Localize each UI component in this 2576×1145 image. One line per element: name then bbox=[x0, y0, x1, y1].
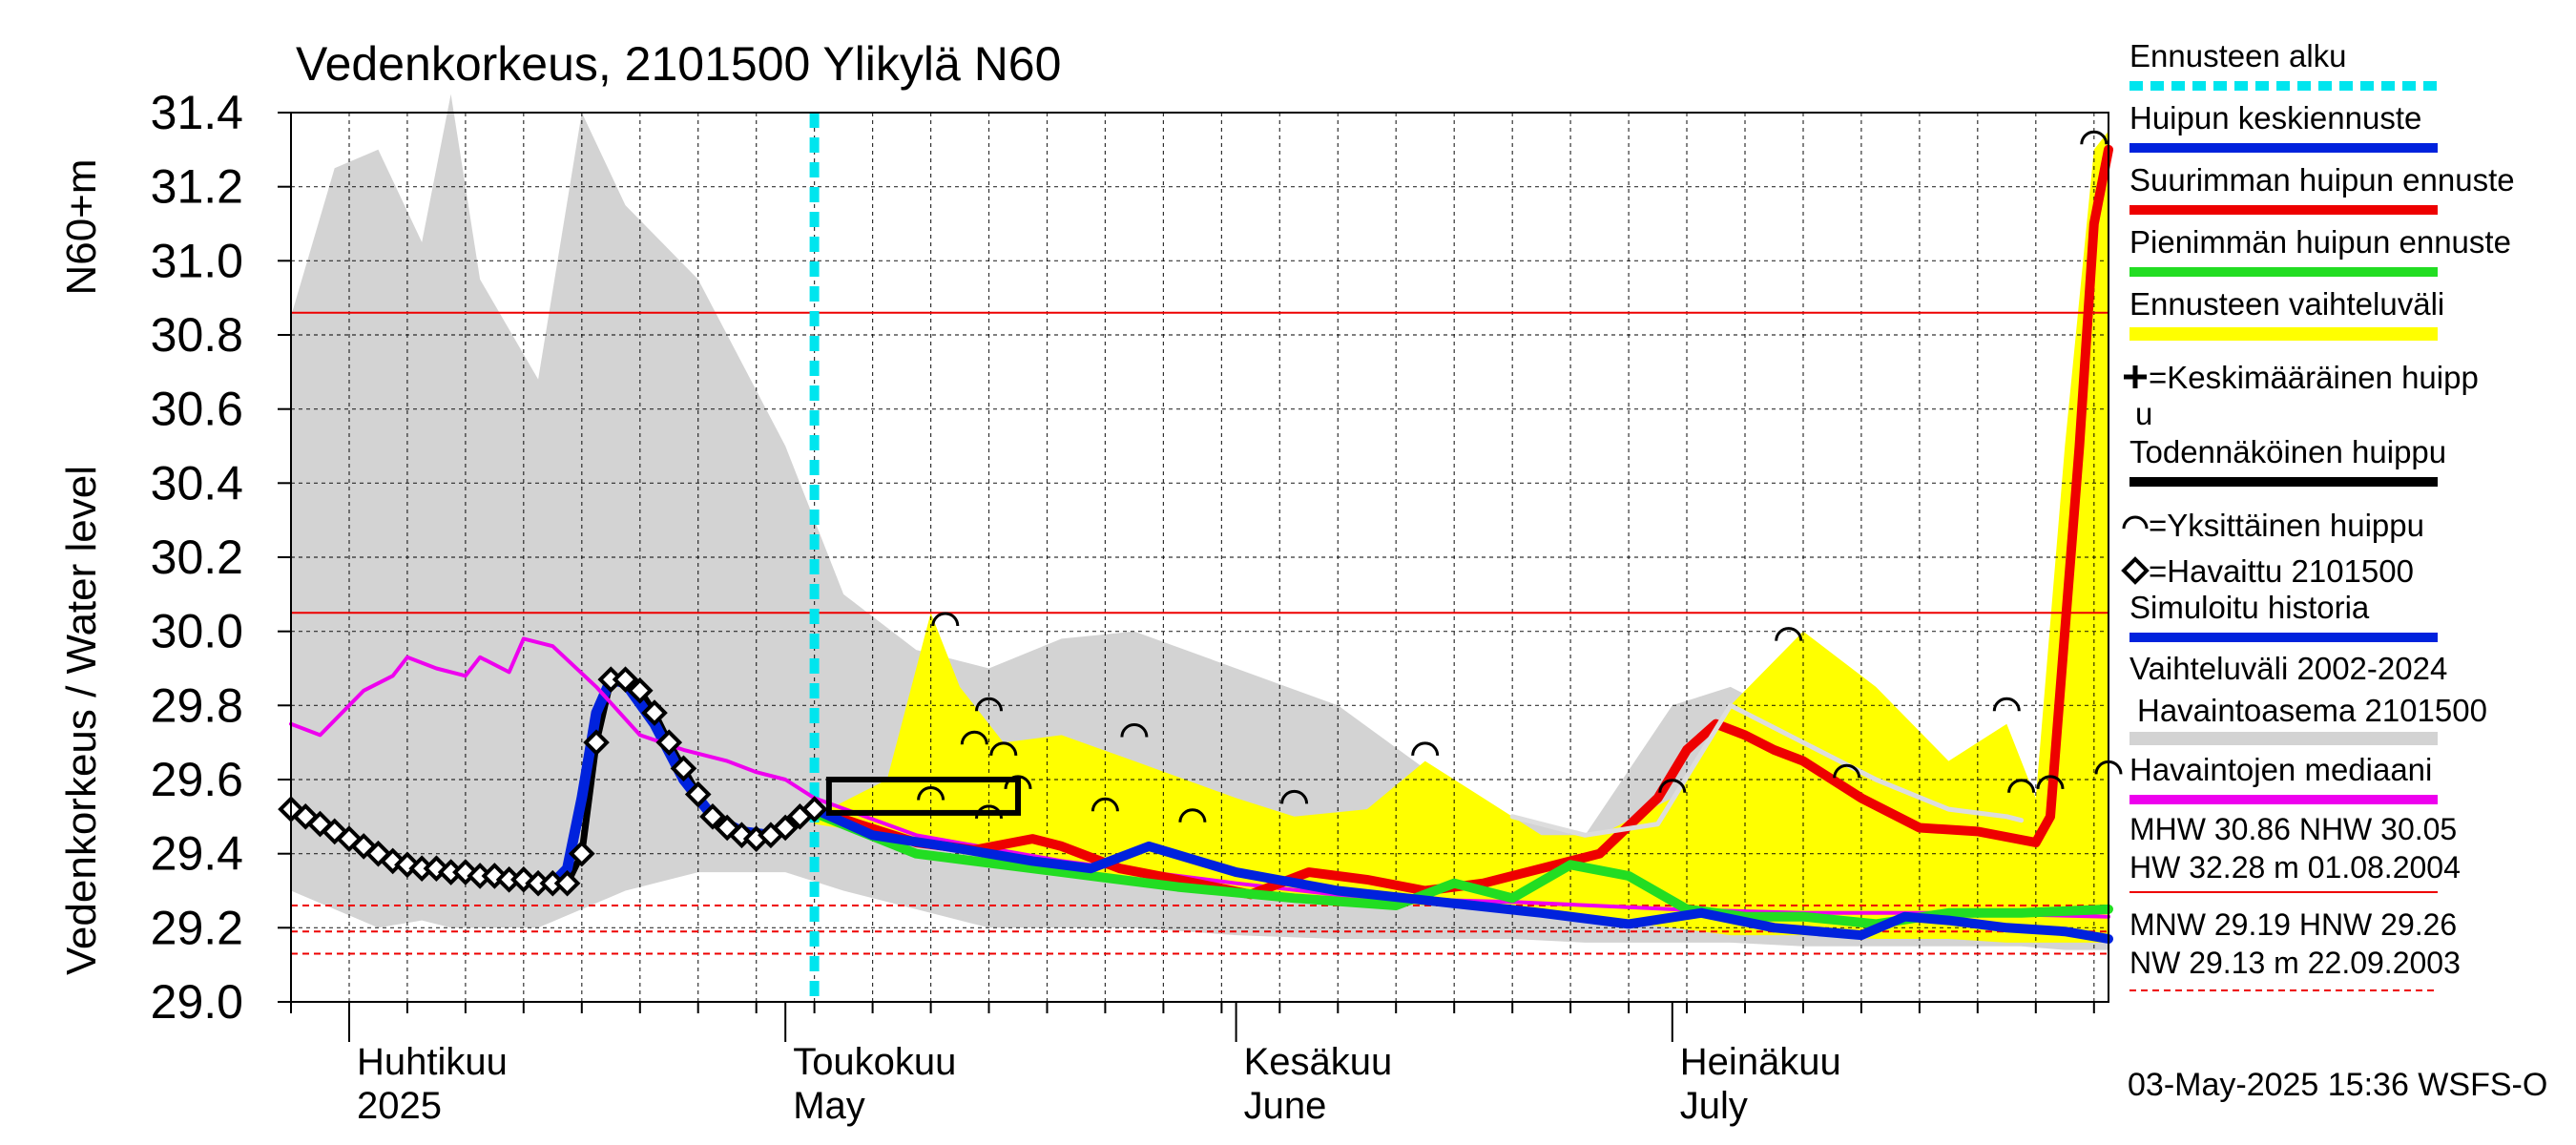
y-axis: 29.0 29.2 29.4 29.6 29.8 30.0 30.2 30.4 30.6 30.8… bbox=[151, 86, 291, 1029]
individual-peak-marker bbox=[2007, 779, 2036, 793]
stats-line: NW 29.13 m 22.09.2003 bbox=[2129, 946, 2461, 980]
y-tick-label: 29.6 bbox=[151, 753, 243, 806]
observed-point-marker bbox=[800, 796, 828, 822]
forecast-band-layer bbox=[814, 131, 2109, 943]
individual-peak-marker bbox=[1658, 779, 1687, 793]
history-range-band bbox=[291, 94, 2109, 950]
individual-peak-marker bbox=[975, 804, 1003, 820]
x-month-label-secondary: July bbox=[1680, 1085, 1748, 1127]
y-tick-label: 31.0 bbox=[151, 234, 243, 287]
reference-lines bbox=[291, 113, 2109, 1002]
observed-point-marker bbox=[626, 677, 654, 704]
y-tick-label: 30.2 bbox=[151, 531, 243, 584]
series-ennusteen-vaihteluv-li-median bbox=[1509, 702, 2025, 838]
individual-peak-marker bbox=[1775, 627, 1803, 641]
observed-point-marker bbox=[772, 814, 799, 842]
individual-peak-marker bbox=[2036, 775, 2065, 790]
observed-point-marker bbox=[684, 781, 712, 808]
individual-peak-marker bbox=[975, 697, 1003, 712]
individual-peak-marker bbox=[1992, 697, 2021, 712]
individual-peak-marker bbox=[931, 612, 960, 627]
history-band-layer bbox=[291, 94, 2109, 950]
legend-label: =Havaittu 2101500 bbox=[2149, 553, 2414, 589]
marker-layer bbox=[278, 130, 2123, 897]
y-axis-label: Vedenkorkeus / Water level bbox=[58, 466, 105, 975]
legend-label: Suurimman huipun ennuste bbox=[2129, 162, 2515, 198]
y-tick-label: 30.6 bbox=[151, 383, 243, 436]
x-month-label: Heinäkuu bbox=[1680, 1041, 1841, 1083]
observed-point-marker bbox=[655, 729, 683, 756]
legend-label: Ennusteen vaihteluväli bbox=[2129, 286, 2444, 322]
y-tick-label: 31.4 bbox=[151, 86, 243, 139]
observed-point-marker bbox=[553, 869, 581, 897]
chart-title: Vedenkorkeus, 2101500 Ylikylä N60 bbox=[296, 37, 1061, 91]
legend-label: =Yksittäinen huippu bbox=[2149, 508, 2424, 543]
observed-point-marker bbox=[612, 666, 639, 693]
probable-peak-box bbox=[825, 777, 1022, 816]
y-tick-label: 29.4 bbox=[151, 827, 243, 881]
stats-line: MNW 29.19 HNW 29.26 bbox=[2129, 907, 2457, 942]
plot-area bbox=[278, 94, 2123, 1003]
series-huipun-keskiennuste bbox=[809, 804, 2113, 944]
y-tick-label: 30.4 bbox=[151, 456, 243, 510]
legend-label: Todennäköinen huippu bbox=[2129, 434, 2446, 469]
y-tick-label: 31.2 bbox=[151, 160, 243, 214]
stats-line: HW 32.28 m 01.08.2004 bbox=[2129, 850, 2461, 885]
legend-label: Simuloitu historia bbox=[2129, 590, 2370, 625]
stats-line: MHW 30.86 NHW 30.05 bbox=[2129, 812, 2457, 846]
observed-point-marker bbox=[670, 755, 697, 782]
x-month-label: Toukokuu bbox=[793, 1041, 956, 1083]
observed-point-marker bbox=[641, 699, 668, 726]
individual-peak-marker bbox=[1411, 741, 1440, 757]
individual-peak-marker bbox=[1833, 763, 1861, 779]
individual-peak-marker bbox=[917, 786, 945, 801]
observed-point-marker bbox=[699, 803, 726, 830]
individual-peak-marker bbox=[1178, 808, 1207, 822]
y-axis-unit: N60+m bbox=[58, 158, 105, 295]
legend-label: Vaihteluväli 2002-2024 bbox=[2129, 651, 2447, 686]
legend-symbol-arc bbox=[2122, 515, 2149, 530]
footer-timestamp: 03-May-2025 15:36 WSFS-O bbox=[2128, 1067, 2547, 1103]
y-tick-label: 30.0 bbox=[151, 605, 243, 658]
x-month-label: Kesäkuu bbox=[1244, 1041, 1393, 1083]
x-month-label-secondary: May bbox=[793, 1085, 865, 1127]
individual-peak-marker bbox=[1280, 789, 1309, 804]
legend-symbol-plus bbox=[2124, 365, 2147, 388]
legend-label: Pienimmän huipun ennuste bbox=[2129, 224, 2511, 260]
legend-label: =Keskimääräinen huipp bbox=[2149, 360, 2479, 395]
legend-label: Havaintoasema 2101500 bbox=[2137, 693, 2487, 728]
individual-peak-marker bbox=[989, 741, 1018, 757]
legend-label: Ennusteen alku bbox=[2129, 38, 2347, 73]
forecast-range-band bbox=[814, 131, 2109, 943]
series-suurimman-huipun-ennuste bbox=[809, 144, 2113, 900]
y-tick-label: 29.8 bbox=[151, 678, 243, 732]
y-tick-label: 29.2 bbox=[151, 901, 243, 954]
individual-peak-marker bbox=[1004, 775, 1032, 790]
legend-label: Huipun keskiennuste bbox=[2129, 100, 2421, 135]
x-month-label-secondary: June bbox=[1244, 1085, 1327, 1127]
individual-peak-marker bbox=[1120, 723, 1149, 738]
observed-point-marker bbox=[568, 840, 595, 867]
legend-label-wrap: u bbox=[2135, 396, 2152, 431]
individual-peak-marker bbox=[2080, 130, 2109, 145]
x-month-label: Huhtikuu bbox=[357, 1041, 508, 1083]
individual-peak-marker bbox=[960, 730, 988, 745]
legend: Ennusteen alku Huipun keskiennuste Suurimm… bbox=[2121, 38, 2515, 991]
observed-point-marker bbox=[583, 729, 610, 756]
legend-symbol-diamond bbox=[2121, 556, 2150, 585]
x-month-label-secondary: 2025 bbox=[357, 1085, 442, 1127]
y-tick-label: 29.0 bbox=[151, 975, 243, 1029]
y-tick-label: 30.8 bbox=[151, 308, 243, 362]
legend-label: Havaintojen mediaani bbox=[2129, 752, 2432, 787]
individual-peak-marker bbox=[1091, 797, 1119, 812]
